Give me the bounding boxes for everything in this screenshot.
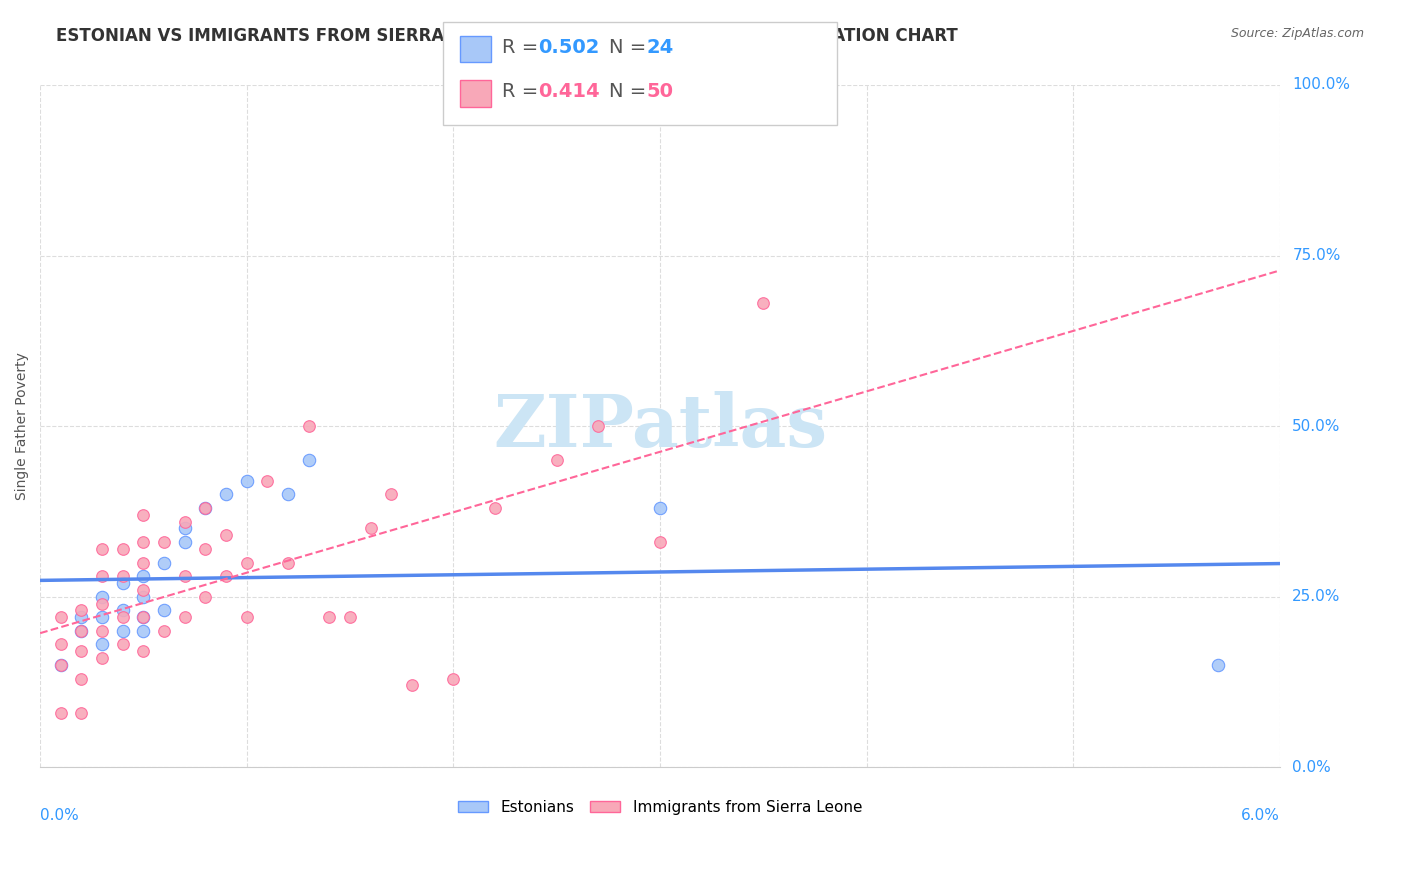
Point (173, 515, 195, 529)
Point (132, 556, 155, 570)
Point (648, 535, 671, 549)
Text: ZIPatlas: ZIPatlas (494, 391, 827, 461)
Point (380, 487, 402, 501)
Point (339, 610, 361, 624)
Point (194, 500, 217, 515)
Point (132, 610, 155, 624)
Point (70, 644, 93, 658)
Point (235, 556, 257, 570)
Point (91, 610, 114, 624)
Text: Source: ZipAtlas.com: Source: ZipAtlas.com (1230, 27, 1364, 40)
Point (111, 576, 134, 591)
Text: 0.414: 0.414 (538, 82, 600, 102)
Point (91, 541, 114, 556)
Point (215, 528, 238, 542)
Point (91, 624, 114, 638)
Text: 75.0%: 75.0% (1292, 248, 1341, 263)
Point (173, 521, 195, 535)
Point (256, 474, 278, 488)
Point (132, 569, 155, 583)
Text: R =: R = (502, 37, 544, 57)
Point (441, 672, 464, 686)
Point (49, 637, 72, 651)
Point (318, 610, 340, 624)
Text: 0.0%: 0.0% (1292, 760, 1331, 775)
Point (173, 535, 195, 549)
Point (132, 508, 155, 522)
Point (153, 624, 176, 638)
Point (235, 474, 257, 488)
Point (111, 541, 134, 556)
Point (235, 610, 257, 624)
Point (70, 624, 93, 638)
Point (132, 582, 155, 597)
Point (153, 535, 176, 549)
Point (70, 624, 93, 638)
Point (70, 610, 93, 624)
Point (194, 590, 217, 604)
Point (546, 453, 568, 467)
Point (91, 597, 114, 611)
Point (277, 556, 299, 570)
Point (484, 500, 506, 515)
Point (111, 624, 134, 638)
Point (70, 706, 93, 720)
Point (173, 610, 195, 624)
Point (752, 296, 775, 310)
Point (153, 556, 176, 570)
Point (153, 603, 176, 617)
Point (132, 624, 155, 638)
Text: 6.0%: 6.0% (1241, 808, 1279, 823)
Text: 0.502: 0.502 (538, 37, 600, 57)
Point (132, 610, 155, 624)
Point (49, 706, 72, 720)
Text: 24: 24 (647, 37, 673, 57)
Point (215, 569, 238, 583)
Point (194, 500, 217, 515)
Point (91, 590, 114, 604)
Point (1206, 657, 1229, 672)
Point (91, 569, 114, 583)
Point (277, 487, 299, 501)
Point (49, 657, 72, 672)
Text: ESTONIAN VS IMMIGRANTS FROM SIERRA LEONE SINGLE FATHER POVERTY CORRELATION CHART: ESTONIAN VS IMMIGRANTS FROM SIERRA LEONE… (56, 27, 957, 45)
Point (215, 487, 238, 501)
Text: N =: N = (609, 37, 652, 57)
Point (173, 569, 195, 583)
Point (586, 419, 609, 434)
Point (401, 678, 423, 692)
Point (49, 610, 72, 624)
Text: 0.0%: 0.0% (41, 808, 79, 823)
Point (132, 644, 155, 658)
Point (111, 637, 134, 651)
Point (70, 672, 93, 686)
Text: 100.0%: 100.0% (1292, 78, 1350, 93)
Y-axis label: Single Father Poverty: Single Father Poverty (15, 352, 30, 500)
Legend: Estonians, Immigrants from Sierra Leone: Estonians, Immigrants from Sierra Leone (451, 794, 869, 821)
Point (360, 521, 382, 535)
Point (648, 500, 671, 515)
Point (91, 637, 114, 651)
Point (298, 453, 321, 467)
Point (49, 657, 72, 672)
Text: 50: 50 (647, 82, 673, 102)
Text: N =: N = (609, 82, 652, 102)
Point (70, 603, 93, 617)
Text: R =: R = (502, 82, 544, 102)
Point (111, 610, 134, 624)
Text: 25.0%: 25.0% (1292, 590, 1341, 604)
Point (194, 541, 217, 556)
Text: 50.0%: 50.0% (1292, 418, 1341, 434)
Point (111, 603, 134, 617)
Point (132, 590, 155, 604)
Point (298, 419, 321, 434)
Point (111, 569, 134, 583)
Point (132, 535, 155, 549)
Point (91, 651, 114, 665)
